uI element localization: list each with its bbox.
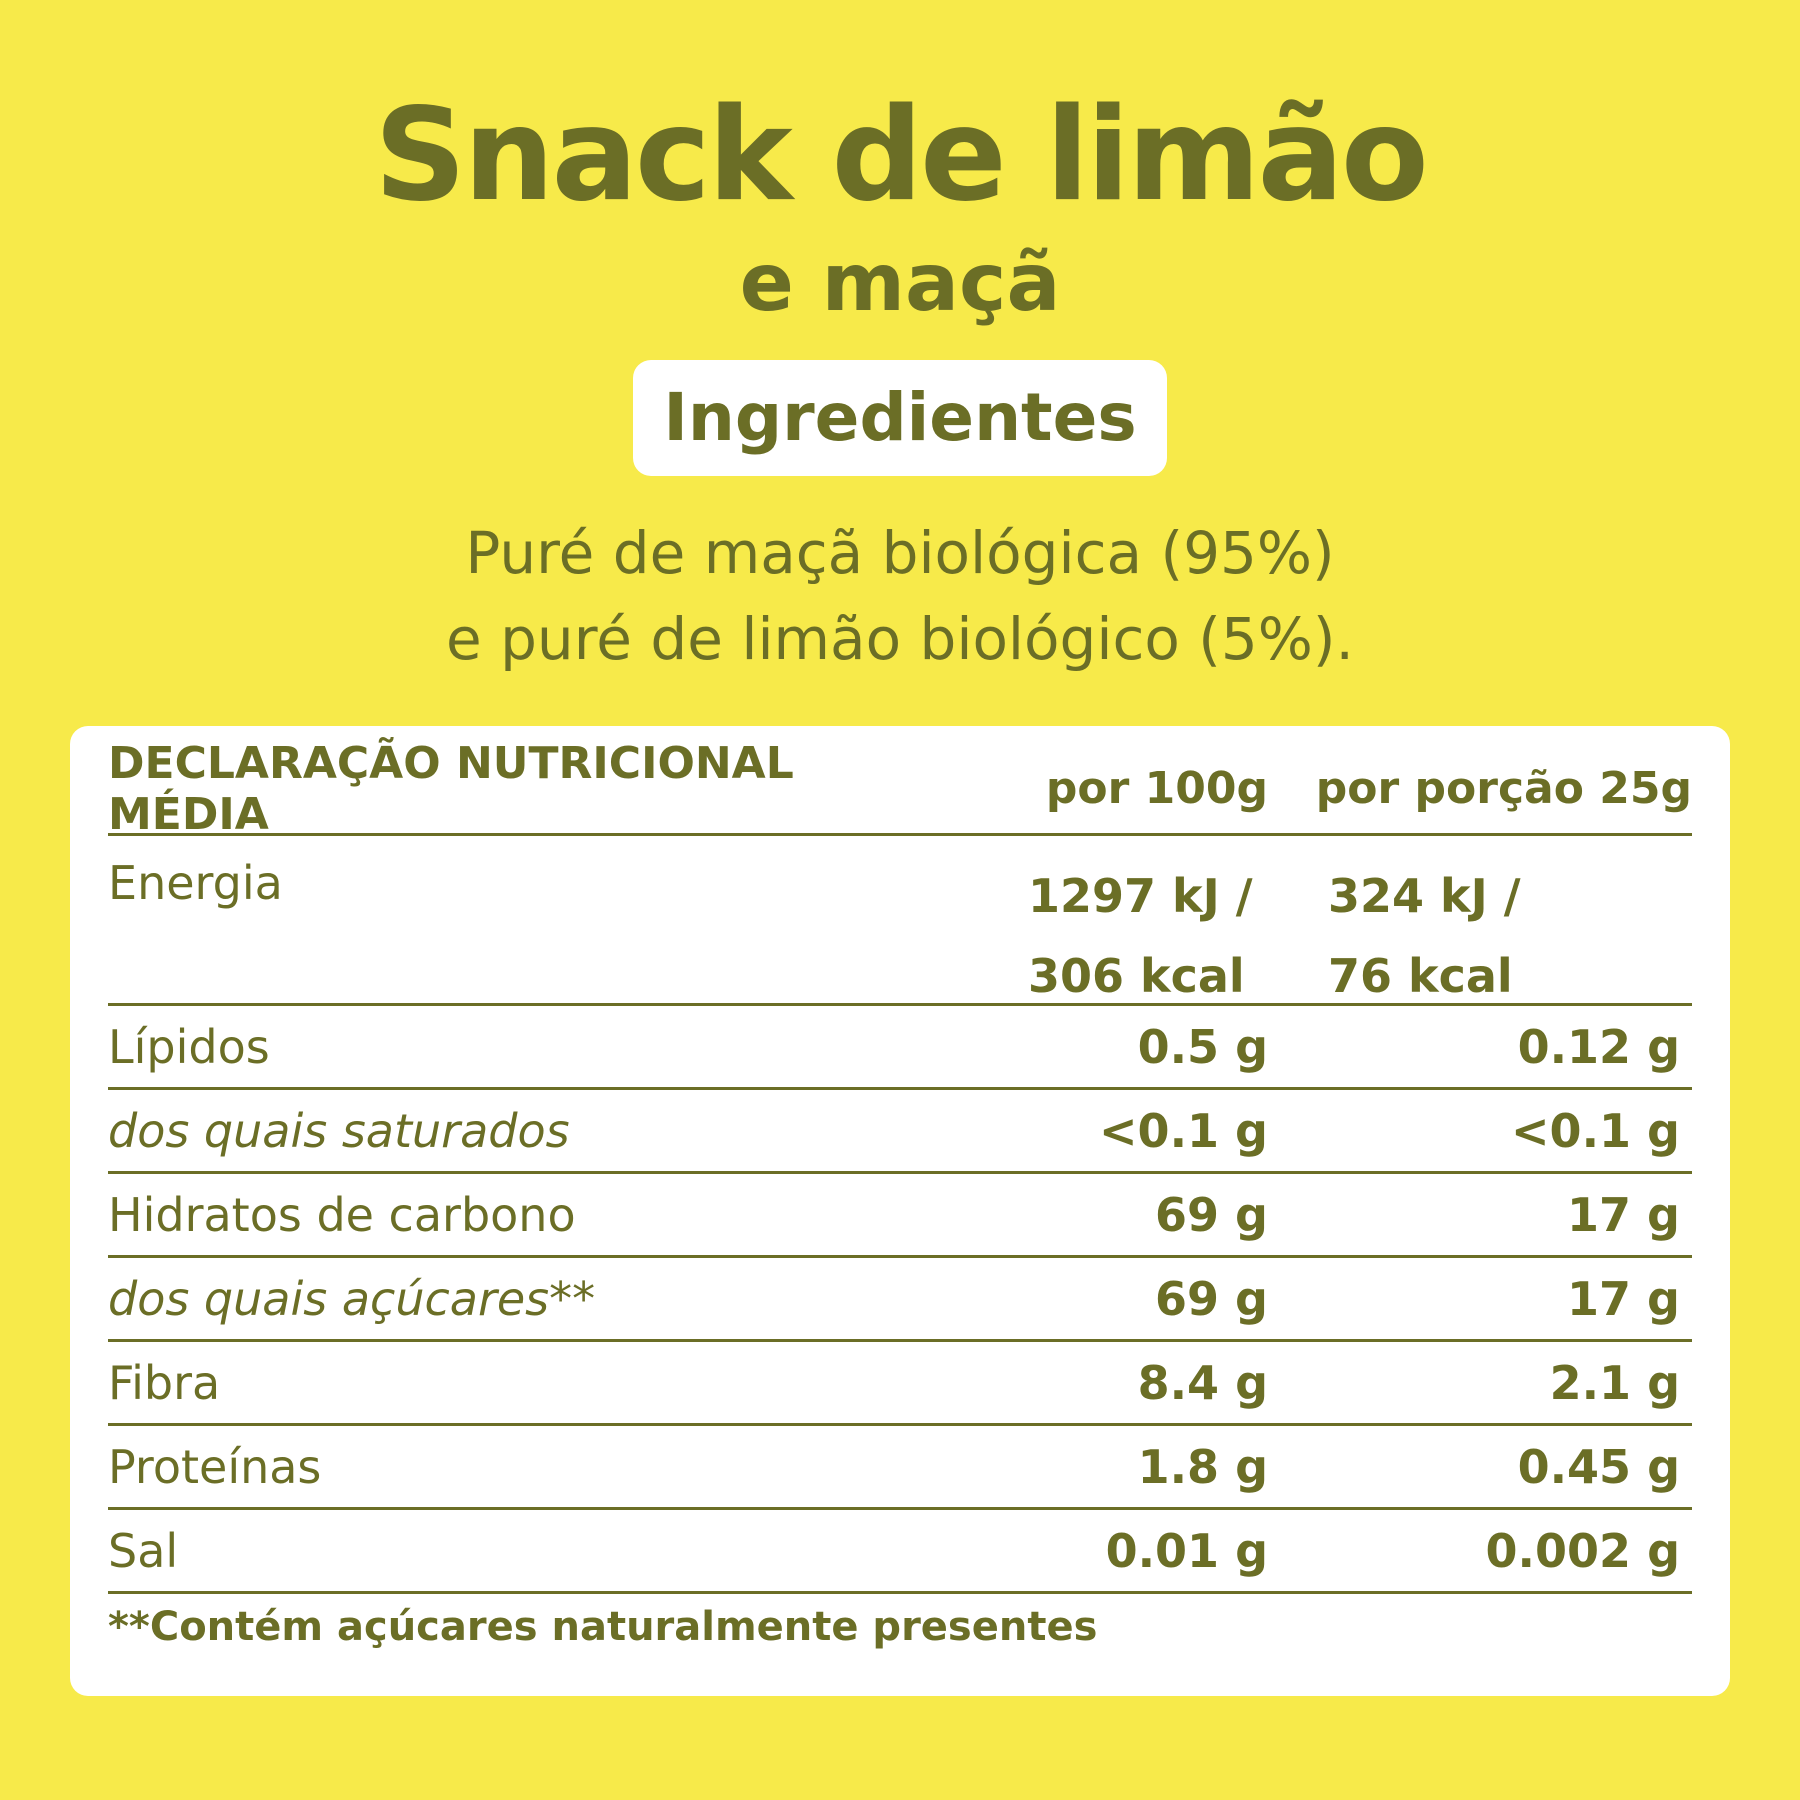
- ingredients-text: Puré de maçã biológica (95%) e puré de l…: [0, 510, 1800, 682]
- energy-per100-kcal: 306 kcal: [1028, 949, 1245, 1003]
- table-row: Sal 0.01 g 0.002 g: [108, 1510, 1692, 1594]
- row-per100: 69 g: [1155, 1271, 1268, 1326]
- row-label: dos quais saturados: [108, 1103, 570, 1158]
- ingredients-line: e puré de limão biológico (5%).: [446, 605, 1354, 673]
- row-portion: <0.1 g: [1511, 1103, 1680, 1158]
- row-portion: 17 g: [1567, 1187, 1680, 1242]
- row-label: Proteínas: [108, 1439, 322, 1494]
- row-portion: 2.1 g: [1549, 1355, 1680, 1410]
- product-subtitle: e maçã: [739, 236, 1061, 329]
- footnote: **Contém açúcares naturalmente presentes: [108, 1604, 1098, 1650]
- row-portion: 0.002 g: [1485, 1523, 1680, 1578]
- table-row: Fibra 8.4 g 2.1 g: [108, 1342, 1692, 1426]
- row-label: Lípidos: [108, 1019, 270, 1074]
- table-row-energy: Energia 1297 kJ / 306 kcal 324 kJ / 76 k…: [108, 836, 1692, 1006]
- energy-portion-kcal: 76 kcal: [1328, 949, 1513, 1003]
- row-label: dos quais açúcares**: [108, 1271, 596, 1326]
- nutrition-card: DECLARAÇÃO NUTRICIONAL MÉDIA por 100g po…: [70, 726, 1730, 1696]
- row-per100: 8.4 g: [1137, 1355, 1268, 1410]
- row-portion: 0.45 g: [1517, 1439, 1680, 1494]
- row-label: Fibra: [108, 1355, 221, 1410]
- header-per-portion: por porção 25g: [1315, 763, 1692, 814]
- row-per100: 0.01 g: [1105, 1523, 1268, 1578]
- table-row: dos quais saturados <0.1 g <0.1 g: [108, 1090, 1692, 1174]
- row-per100: 69 g: [1155, 1187, 1268, 1242]
- table-header-row: DECLARAÇÃO NUTRICIONAL MÉDIA por 100g po…: [108, 738, 1692, 840]
- product-title: Snack de limão: [374, 81, 1429, 230]
- row-portion: 17 g: [1567, 1271, 1680, 1326]
- energy-portion-kj: 324 kJ /: [1328, 869, 1521, 923]
- row-label: Sal: [108, 1523, 179, 1578]
- row-label: Hidratos de carbono: [108, 1187, 576, 1242]
- energy-per100-kj: 1297 kJ /: [1028, 869, 1253, 923]
- row-per100: 0.5 g: [1137, 1019, 1268, 1074]
- table-row: Lípidos 0.5 g 0.12 g: [108, 1006, 1692, 1090]
- header-per-100g: por 100g: [1045, 763, 1268, 814]
- row-per100: <0.1 g: [1099, 1103, 1268, 1158]
- table-row: Hidratos de carbono 69 g 17 g: [108, 1174, 1692, 1258]
- table-row: dos quais açúcares** 69 g 17 g: [108, 1258, 1692, 1342]
- ingredients-line: Puré de maçã biológica (95%): [465, 519, 1335, 587]
- row-label: Energia: [108, 856, 283, 910]
- table-row: Proteínas 1.8 g 0.45 g: [108, 1426, 1692, 1510]
- row-portion: 0.12 g: [1517, 1019, 1680, 1074]
- row-per100: 1.8 g: [1137, 1439, 1268, 1494]
- nutrition-table: DECLARAÇÃO NUTRICIONAL MÉDIA por 100g po…: [108, 738, 1692, 1594]
- ingredients-heading: Ingredientes: [633, 360, 1167, 476]
- header-declaration: DECLARAÇÃO NUTRICIONAL MÉDIA: [108, 737, 794, 840]
